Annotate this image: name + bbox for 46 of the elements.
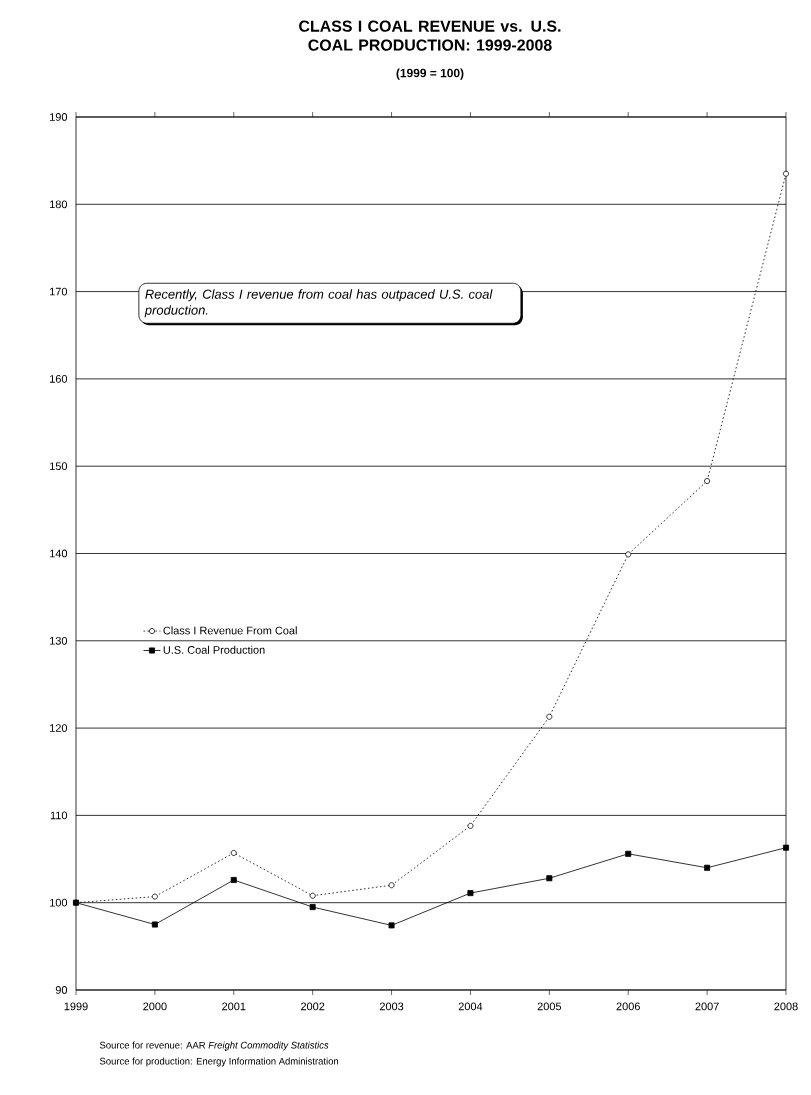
source-note: Source for revenue: AAR Freight Commodity Statistics <box>99 1041 329 1051</box>
point <box>230 877 237 883</box>
x-tick-label: 2001 <box>222 1002 246 1011</box>
point <box>625 850 632 857</box>
source-note: Source for production: Energy Information Administration <box>99 1057 339 1067</box>
point <box>388 882 395 889</box>
x-tick-label: 1999 <box>64 1002 88 1011</box>
y-tick-label: 110 <box>50 811 68 820</box>
x-tick-label: 2004 <box>458 1002 483 1011</box>
y-tick-label: 90 <box>55 986 68 994</box>
y-tick-label: 170 <box>50 287 68 296</box>
y-tick-label: 100 <box>50 898 68 907</box>
point <box>625 551 632 558</box>
chart-subtitle: (1999 = 100) <box>396 68 464 80</box>
y-tick-label: 120 <box>50 724 68 732</box>
annotation: Recently, Class I revenue from coal has outpaced U.S. coal production. <box>144 289 493 318</box>
y-tick-label: 130 <box>50 636 68 645</box>
y-tick-label: 150 <box>50 462 68 471</box>
point <box>230 849 237 856</box>
point <box>309 904 316 911</box>
point <box>388 922 395 929</box>
point <box>151 921 158 928</box>
point <box>467 822 474 829</box>
x-tick-label: 2002 <box>301 1002 325 1011</box>
point <box>783 170 789 177</box>
point <box>309 892 316 899</box>
x-tick-label: 2005 <box>537 1002 562 1011</box>
point <box>783 844 789 851</box>
point <box>467 890 474 897</box>
point <box>704 864 711 871</box>
y-tick-label: 180 <box>50 200 68 209</box>
chart-title: CLASS I COAL REVENUE vs. U.S. COAL PRODUCTION: 1999-2008 <box>299 20 561 51</box>
x-tick-label: 2008 <box>774 1002 798 1011</box>
x-tick-label: 2007 <box>695 1002 719 1011</box>
y-tick-label: 190 <box>50 113 68 121</box>
point <box>704 478 711 485</box>
y-tick-label: 140 <box>50 549 68 558</box>
legend-label: U.S. Coal Production <box>163 645 265 654</box>
y-tick-label: 160 <box>50 375 68 383</box>
x-tick-label: 2006 <box>616 1002 640 1011</box>
point <box>151 893 158 900</box>
point <box>546 713 553 720</box>
x-tick-label: 2000 <box>143 1002 167 1011</box>
point <box>546 875 553 882</box>
x-tick-label: 2003 <box>379 1002 404 1011</box>
legend-label: Class I Revenue From Coal <box>163 626 297 635</box>
